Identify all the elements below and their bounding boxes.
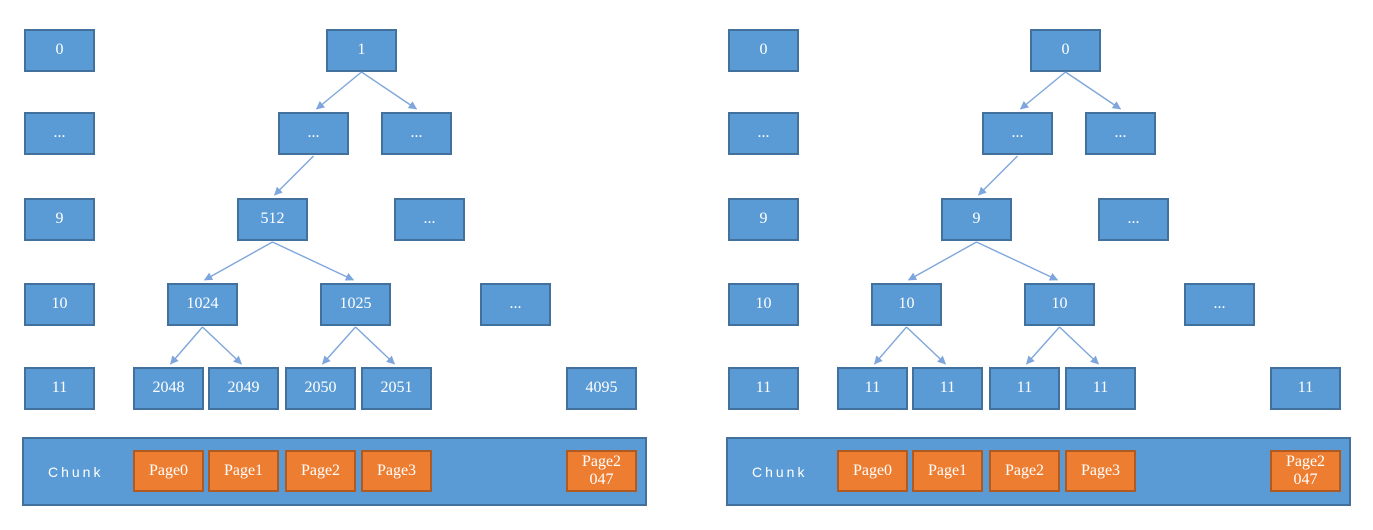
tree-node-box: 2050	[285, 367, 356, 410]
level-label-box: 9	[24, 198, 95, 241]
chunk-bar: Chunk	[726, 437, 1351, 506]
arrow-connector	[1025, 326, 1061, 365]
chunk-label: Chunk	[48, 463, 104, 480]
tree-node-box: 11	[837, 367, 908, 410]
page-box: Page2 047	[1270, 450, 1341, 492]
tree-node-box: 11	[912, 367, 983, 410]
tree-node-box: ...	[982, 112, 1053, 155]
tree-node-box: 1025	[320, 283, 391, 326]
level-label-box: 10	[728, 283, 799, 326]
arrow-connector	[202, 326, 243, 365]
tree-node-box: 10	[871, 283, 942, 326]
page-box: Page0	[133, 450, 204, 492]
level-label-box: 9	[728, 198, 799, 241]
page-box: Page3	[1065, 450, 1136, 492]
arrow-connector	[873, 326, 908, 365]
tree-node-box: ...	[480, 283, 551, 326]
page-box: Page1	[912, 450, 983, 492]
tree-node-box: ...	[381, 112, 452, 155]
level-label-box: 10	[24, 283, 95, 326]
tree-node-box: ...	[278, 112, 349, 155]
tree-node-box: 512	[237, 198, 308, 241]
page-box: Page2	[285, 450, 356, 492]
arrow-connector	[1019, 71, 1066, 110]
tree-node-box: 4095	[566, 367, 637, 410]
arrow-connector	[315, 71, 362, 110]
level-label-box: 0	[24, 29, 95, 72]
arrow-connector	[169, 326, 204, 365]
level-label-box: 0	[728, 29, 799, 72]
tree-node-box: 2048	[133, 367, 204, 410]
arrow-connector	[907, 241, 977, 281]
tree-node-box: 1	[326, 29, 397, 72]
level-label-box: 11	[24, 367, 95, 410]
chunk-label: Chunk	[752, 463, 808, 480]
tree-node-box: 9	[941, 198, 1012, 241]
tree-node-box: 11	[1270, 367, 1341, 410]
tree-node-box: 1024	[167, 283, 238, 326]
tree-node-box: ...	[394, 198, 465, 241]
page-box: Page3	[361, 450, 432, 492]
page-box: Page0	[837, 450, 908, 492]
arrow-connector	[321, 326, 357, 365]
arrow-connector	[203, 241, 273, 281]
page-box: Page2	[989, 450, 1060, 492]
tree-node-box: ...	[1085, 112, 1156, 155]
level-label-box: ...	[24, 112, 95, 155]
arrow-connector	[978, 155, 1018, 196]
arrow-connector	[976, 241, 1059, 281]
arrow-connector	[361, 71, 418, 110]
tree-node-box: 11	[989, 367, 1060, 410]
tree-node-box: 0	[1030, 29, 1101, 72]
arrow-connector	[1059, 326, 1100, 365]
tree-node-box: 10	[1024, 283, 1095, 326]
level-label-box: ...	[728, 112, 799, 155]
page-box: Page1	[208, 450, 279, 492]
tree-node-box: ...	[1098, 198, 1169, 241]
chunk-bar: Chunk	[22, 437, 647, 506]
arrow-connector	[274, 155, 314, 196]
arrow-connector	[272, 241, 355, 281]
tree-node-box: 2049	[208, 367, 279, 410]
tree-node-box: 2051	[361, 367, 432, 410]
level-label-box: 11	[728, 367, 799, 410]
arrow-connector	[355, 326, 396, 365]
tree-node-box: ...	[1184, 283, 1255, 326]
tree-node-box: 11	[1065, 367, 1136, 410]
arrow-connector	[1065, 71, 1122, 110]
page-box: Page2 047	[566, 450, 637, 492]
arrow-connector	[906, 326, 947, 365]
